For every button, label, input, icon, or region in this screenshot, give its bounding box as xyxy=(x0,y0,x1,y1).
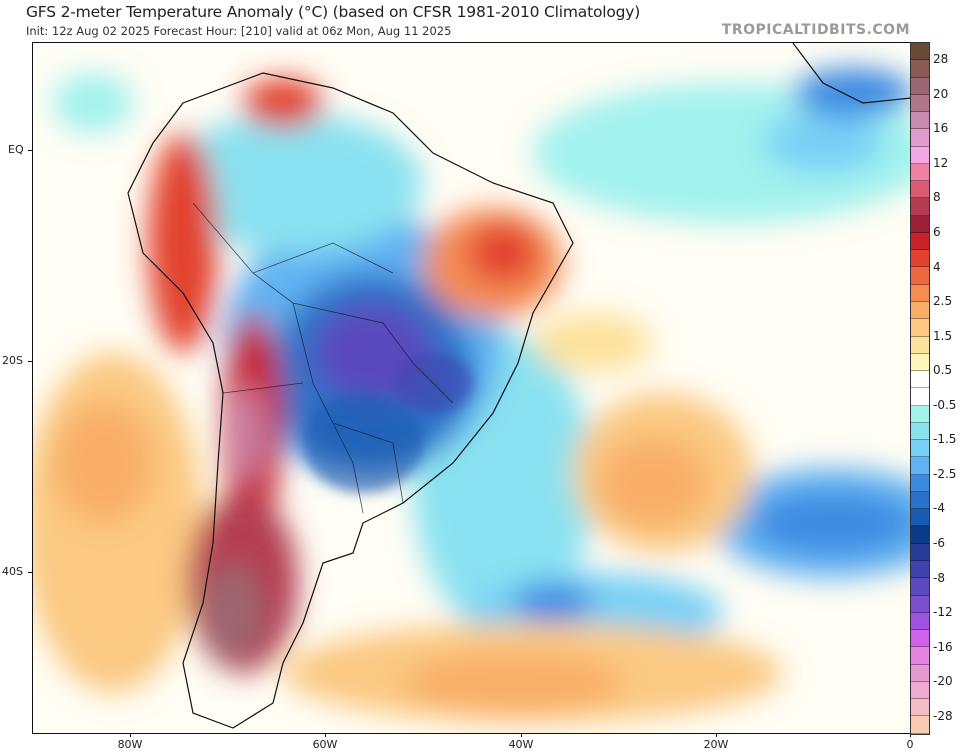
colorbar-segment xyxy=(911,215,929,233)
colorbar-segment xyxy=(911,560,929,579)
colorbar-segment xyxy=(911,353,929,372)
colorbar-segment xyxy=(911,146,929,164)
lon-label-80w: 80W xyxy=(117,738,143,751)
coastline xyxy=(127,72,574,729)
colorbar-segment xyxy=(911,112,929,130)
colorbar-segment xyxy=(911,163,929,182)
lon-tick xyxy=(325,733,326,737)
colorbar-segment xyxy=(911,440,929,458)
colorbar-segment xyxy=(911,405,929,423)
border-lines xyxy=(192,202,454,514)
lat-label-20s: 20S xyxy=(2,354,23,367)
colorbar-segment xyxy=(911,232,929,251)
colorbar-segment xyxy=(911,716,929,734)
colorbar-label: -4 xyxy=(933,501,945,516)
colorbar-label: -6 xyxy=(933,535,945,550)
lat-label-40s: 40S xyxy=(2,565,23,578)
colorbar-segment xyxy=(911,371,929,389)
colorbar-segment xyxy=(911,284,929,302)
colorbar-segment xyxy=(911,43,929,61)
colorbar-label: -2.5 xyxy=(933,466,957,481)
colorbar-label: 1.5 xyxy=(933,328,953,343)
colorbar-segment xyxy=(911,491,929,510)
colorbar-segment xyxy=(911,457,929,475)
colorbar-segment xyxy=(911,681,929,700)
chart-title: GFS 2-meter Temperature Anomaly (°C) (ba… xyxy=(26,3,641,21)
colorbar-segment xyxy=(911,647,929,665)
colorbar-segment xyxy=(911,77,929,95)
colorbar-segment xyxy=(911,94,929,113)
colorbar-label: 8 xyxy=(933,190,941,205)
colorbar-label: -16 xyxy=(933,639,953,654)
colorbar-label: -0.5 xyxy=(933,397,957,412)
colorbar-label: 12 xyxy=(933,155,949,170)
colorbar-segment xyxy=(911,250,929,268)
colorbar-label: 28 xyxy=(933,52,949,67)
colorbar-segment xyxy=(911,664,929,682)
colorbar-label: -28 xyxy=(933,708,953,723)
lat-tick xyxy=(28,572,32,573)
colorbar-segment xyxy=(911,60,929,78)
colorbar-segment xyxy=(911,181,929,199)
anomaly-map xyxy=(32,42,912,734)
colorbar-segment xyxy=(911,388,929,406)
colorbar-segment xyxy=(911,699,929,717)
colorbar-segment xyxy=(911,422,929,441)
africa-coast xyxy=(792,43,911,104)
colorbar-segment xyxy=(911,612,929,631)
colorbar-label: -1.5 xyxy=(933,432,957,447)
lat-tick xyxy=(28,361,32,362)
lat-tick xyxy=(28,150,32,151)
colorbar-label: 4 xyxy=(933,259,941,274)
lon-tick xyxy=(130,733,131,737)
colorbar-label: 6 xyxy=(933,225,941,240)
forecast-info: Init: 12z Aug 02 2025 Forecast Hour: [21… xyxy=(26,24,452,38)
colorbar-label: -8 xyxy=(933,570,945,585)
lon-label-0: 0 xyxy=(906,738,914,751)
lon-label-60w: 60W xyxy=(312,738,338,751)
colorbar-segment xyxy=(911,630,929,648)
colorbar-segment xyxy=(911,474,929,492)
lon-tick xyxy=(716,733,717,737)
lon-label-40w: 40W xyxy=(508,738,534,751)
colorbar-label: 2.5 xyxy=(933,294,953,309)
colorbar-segment xyxy=(911,129,929,147)
lon-tick xyxy=(910,733,911,737)
colorbar xyxy=(910,42,930,735)
colorbar-segment xyxy=(911,595,929,613)
colorbar-segment xyxy=(911,267,929,285)
colorbar-segment xyxy=(911,336,929,354)
lon-label-20w: 20W xyxy=(703,738,729,751)
colorbar-label: 20 xyxy=(933,86,949,101)
colorbar-segment xyxy=(911,578,929,596)
colorbar-segment xyxy=(911,319,929,337)
colorbar-segment xyxy=(911,526,929,544)
colorbar-segment xyxy=(911,301,929,320)
lat-label-eq: EQ xyxy=(8,143,24,156)
colorbar-label: 16 xyxy=(933,121,949,136)
colorbar-label: -20 xyxy=(933,674,953,689)
colorbar-segment xyxy=(911,543,929,561)
watermark: TROPICALTIDBITS.COM xyxy=(721,22,910,38)
colorbar-segment xyxy=(911,509,929,527)
colorbar-label: 0.5 xyxy=(933,363,953,378)
map-field xyxy=(33,43,911,733)
colorbar-segment xyxy=(911,198,929,216)
lon-tick xyxy=(521,733,522,737)
colorbar-label: -12 xyxy=(933,605,953,620)
